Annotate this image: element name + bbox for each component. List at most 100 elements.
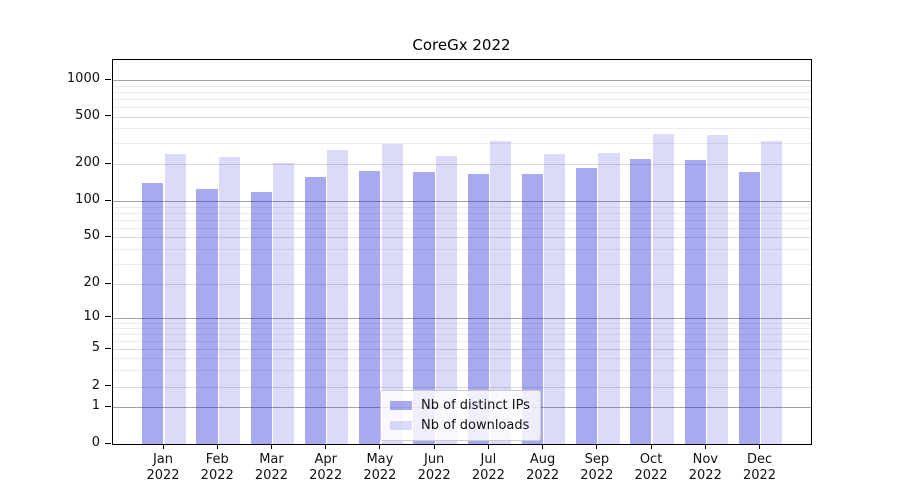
gridline-minor (113, 227, 811, 229)
gridline-major (113, 80, 811, 82)
bar-downloads-jul (489, 141, 512, 444)
bar-distinct-ips-sep (576, 168, 598, 444)
gridline-minor (113, 340, 811, 342)
x-tick-year: 2022 (526, 468, 560, 483)
gridline-minor (113, 333, 811, 335)
x-tick-year: 2022 (309, 468, 343, 483)
bar-downloads-apr (327, 149, 349, 444)
x-tick-mark (596, 444, 598, 449)
y-tick-label: 10 (83, 308, 100, 324)
x-tick-month: Jun (423, 452, 445, 467)
x-tick-mark (270, 444, 272, 449)
x-tick-month: Apr (314, 452, 337, 467)
bar-downloads-sep (598, 152, 620, 444)
x-tick-year: 2022 (363, 468, 397, 483)
legend-label-downloads: Nb of downloads (421, 418, 530, 433)
x-tick-mark (433, 444, 435, 449)
gridline-minor (113, 212, 811, 214)
x-tick-year: 2022 (200, 468, 234, 483)
bar-downloads-dec (761, 141, 783, 444)
x-tick-mark (216, 444, 218, 449)
y-tick-label: 500 (75, 107, 100, 123)
y-tick-mark (105, 385, 111, 387)
y-tick-mark (105, 199, 111, 201)
gridline (113, 116, 811, 118)
legend: Nb of distinct IPs Nb of downloads (380, 390, 541, 441)
y-tick-label: 100 (75, 192, 100, 208)
gridline-minor (113, 85, 811, 87)
x-tick-label: Jan 2022 (131, 452, 195, 484)
x-tick-label: Feb 2022 (185, 452, 249, 484)
bar-downloads-nov (706, 134, 729, 444)
bar-downloads-jan (164, 154, 186, 444)
bar-distinct-ips-jan (142, 183, 164, 444)
gridline (113, 237, 811, 239)
x-tick-label: Oct 2022 (619, 452, 683, 484)
x-tick-month: Jul (480, 452, 497, 467)
y-tick-label: 1000 (66, 71, 100, 87)
x-tick-mark (759, 444, 761, 449)
bar-downloads-oct (652, 134, 674, 444)
y-tick-mark (105, 162, 111, 164)
legend-swatch-downloads (390, 421, 412, 430)
gridline-minor (113, 99, 811, 101)
y-tick-mark (105, 316, 111, 318)
x-tick-label: Jun 2022 (402, 452, 466, 484)
x-tick-mark (650, 444, 652, 449)
x-tick-year: 2022 (634, 468, 668, 483)
gridline-major (113, 317, 811, 319)
y-tick-label: 50 (83, 228, 100, 244)
gridline-minor (113, 370, 811, 372)
y-tick-mark (105, 347, 111, 349)
x-tick-label: Apr 2022 (294, 452, 358, 484)
bar-distinct-ips-jun (413, 172, 435, 444)
gridline-minor (113, 358, 811, 360)
x-tick-year: 2022 (742, 468, 777, 483)
legend-item-downloads: Nb of downloads (390, 418, 530, 433)
legend-swatch-distinct-ips (390, 401, 412, 410)
x-tick-label: Nov 2022 (673, 452, 737, 484)
x-tick-month: Dec (746, 452, 773, 467)
plot-area: Nb of distinct IPs Nb of downloads (112, 59, 812, 445)
y-tick-label: 5 (91, 340, 100, 356)
x-tick-month: Aug (529, 452, 556, 467)
bar-distinct-ips-dec (738, 172, 760, 444)
gridline-major (113, 201, 811, 203)
gridline (113, 386, 811, 388)
gridline-minor (113, 143, 811, 145)
x-tick-label: Jul 2022 (456, 452, 520, 484)
x-tick-month: Jan (152, 452, 174, 467)
x-tick-mark (487, 444, 489, 449)
gridline-minor (113, 92, 811, 94)
y-tick-mark (105, 405, 111, 407)
x-tick-label: May 2022 (348, 452, 412, 484)
y-tick-label: 0 (91, 435, 100, 450)
bar-downloads-mar (273, 162, 295, 444)
x-tick-month: May (366, 452, 394, 467)
chart-title: CoreGx 2022 (412, 36, 511, 54)
x-tick-month: Sep (584, 452, 610, 467)
y-tick-label: 1 (91, 398, 100, 414)
gridline (113, 349, 811, 351)
x-tick-mark (162, 444, 164, 449)
gridline-minor (113, 107, 811, 109)
x-tick-mark (542, 444, 544, 449)
bar-distinct-ips-may (359, 170, 381, 444)
x-tick-year: 2022 (254, 468, 288, 483)
x-tick-month: Mar (259, 452, 284, 467)
y-tick-mark (105, 442, 111, 444)
x-tick-mark (704, 444, 706, 449)
bar-distinct-ips-nov (684, 159, 706, 444)
bar-distinct-ips-jul (467, 174, 489, 444)
gridline-minor (113, 248, 811, 250)
y-tick-mark (105, 235, 111, 237)
y-tick-label: 20 (83, 275, 100, 291)
gridline-minor (113, 322, 811, 324)
y-tick-label: 200 (75, 155, 100, 171)
x-tick-year: 2022 (580, 468, 614, 483)
y-tick-mark (105, 115, 111, 117)
bar-distinct-ips-feb (196, 189, 218, 444)
y-tick-mark (105, 282, 111, 284)
x-tick-year: 2022 (688, 468, 722, 483)
